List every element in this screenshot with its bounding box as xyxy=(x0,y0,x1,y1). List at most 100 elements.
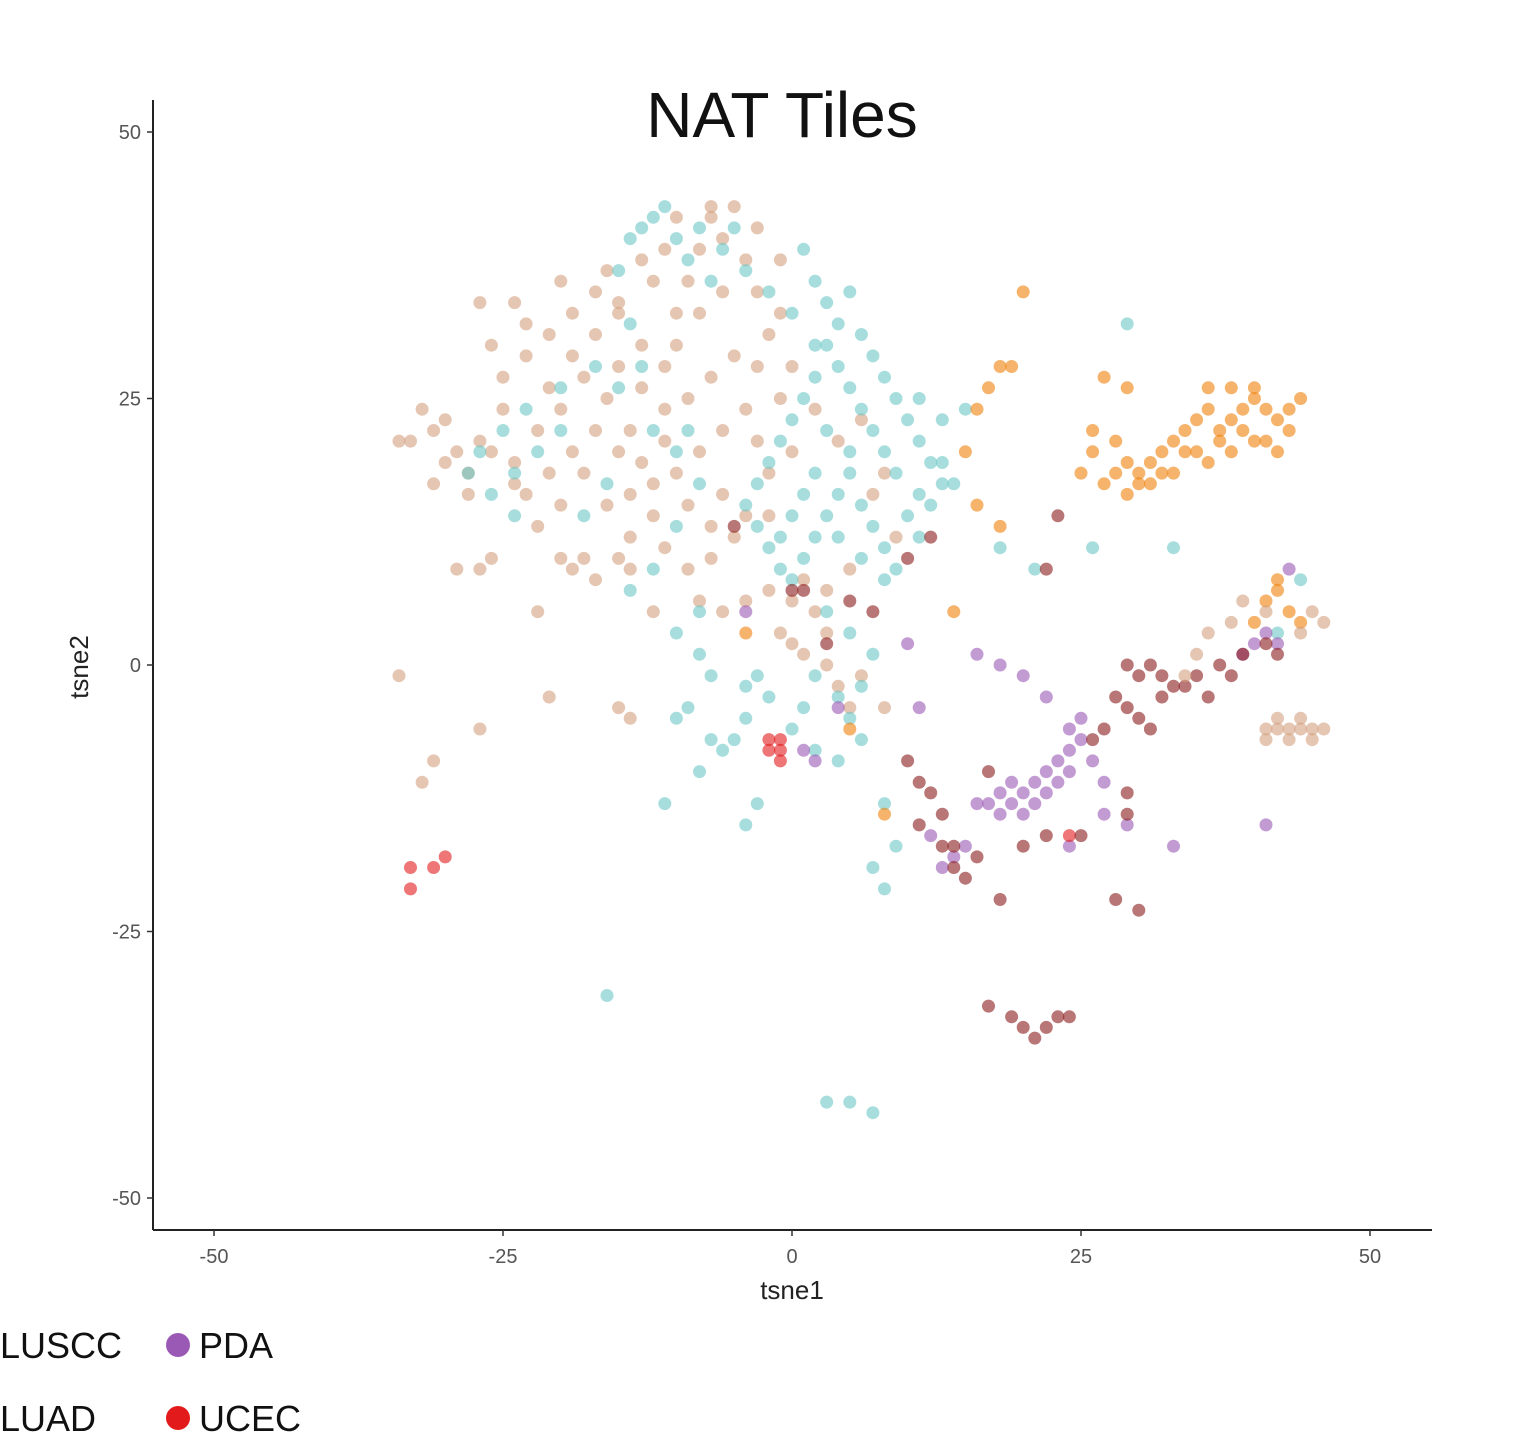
point-pda-28 xyxy=(1062,722,1076,736)
point-lusc-114 xyxy=(750,221,764,235)
point-lusc-135 xyxy=(820,583,834,597)
point-lusc-59 xyxy=(461,487,475,501)
point-other-32 xyxy=(1236,424,1250,437)
point-lusc-19 xyxy=(646,477,660,491)
point-luad-132 xyxy=(762,285,776,299)
point-lusc-80 xyxy=(785,637,799,651)
point-other-11 xyxy=(1236,402,1250,416)
point-ucec-alt-53 xyxy=(947,839,961,853)
point-ucec-6 xyxy=(404,882,417,896)
point-other-34 xyxy=(1282,402,1296,416)
point-luad-2 xyxy=(635,221,649,235)
point-lusc-52 xyxy=(623,530,637,544)
point-lusc-90 xyxy=(473,562,487,576)
point-pda-13 xyxy=(1051,775,1065,789)
point-other-50 xyxy=(1259,594,1273,608)
point-other-53 xyxy=(1294,615,1308,629)
point-lusc-121 xyxy=(565,445,579,459)
point-ucec-alt-17 xyxy=(1178,679,1192,693)
point-other-9 xyxy=(1213,424,1227,437)
point-ucec-alt-13 xyxy=(1097,722,1111,736)
point-ucec-alt-33 xyxy=(1051,1010,1065,1024)
point-luad-125 xyxy=(1294,573,1308,587)
point-lusc-38 xyxy=(542,328,556,341)
point-luad-67 xyxy=(866,647,880,661)
point-lusc-99 xyxy=(473,722,487,736)
point-other-17 xyxy=(1247,434,1261,448)
point-luad-14 xyxy=(843,285,857,299)
point-other-3 xyxy=(1143,456,1157,469)
point-lusc-20 xyxy=(658,402,672,416)
point-luad-137 xyxy=(912,392,926,405)
point-luad-3 xyxy=(646,210,660,224)
point-ucec-2-12 xyxy=(1305,605,1319,619)
point-luad-102 xyxy=(646,424,660,437)
point-lusc-25 xyxy=(716,232,730,246)
point-luad-47 xyxy=(854,498,868,512)
point-lusc-117 xyxy=(612,296,626,310)
point-luad-65 xyxy=(820,605,834,619)
point-lusc-75 xyxy=(762,583,776,597)
point-lusc-139 xyxy=(623,487,637,501)
point-luad-8 xyxy=(704,274,718,288)
point-luad-16 xyxy=(866,349,880,363)
point-ucec-alt-51 xyxy=(1120,807,1134,821)
point-luad-61 xyxy=(773,530,787,544)
point-lusc-130 xyxy=(762,509,776,523)
point-luad-52 xyxy=(912,530,926,544)
point-luad-86 xyxy=(866,1106,880,1120)
point-ucec-alt-9 xyxy=(1271,647,1284,661)
point-lusc-118 xyxy=(519,317,533,331)
point-ucec-alt-19 xyxy=(1224,669,1238,683)
point-pda-32 xyxy=(1167,839,1180,853)
point-lusc-67 xyxy=(750,434,764,448)
point-luad-77 xyxy=(704,733,718,747)
point-lusc-24 xyxy=(704,210,718,224)
point-other-51 xyxy=(1271,583,1284,597)
point-lusc-113 xyxy=(704,200,718,214)
point-lusc-43 xyxy=(554,274,568,288)
point-other-2 xyxy=(1132,466,1146,480)
data-points xyxy=(392,200,1331,1120)
point-luad-63 xyxy=(854,551,868,565)
point-luad-82 xyxy=(739,818,753,832)
point-luad-93 xyxy=(496,424,510,437)
point-luad-44 xyxy=(820,509,834,523)
point-lusc-73 xyxy=(716,605,730,619)
point-lusc-5 xyxy=(473,434,487,448)
point-luad-59 xyxy=(797,487,811,501)
point-other-33 xyxy=(1259,434,1273,448)
point-ucec-alt-50 xyxy=(1074,829,1088,843)
point-lusc-92 xyxy=(589,573,602,587)
point-ucec-alt-29 xyxy=(993,893,1007,906)
point-lusc-94 xyxy=(612,551,626,565)
point-luad-41 xyxy=(785,573,799,587)
point-other-14 xyxy=(1271,413,1284,427)
point-lusc-124 xyxy=(635,381,649,395)
point-lusc-103 xyxy=(646,605,660,619)
point-ucec-2-9 xyxy=(1271,711,1284,725)
point-luad-131 xyxy=(600,477,614,491)
point-ucec-9 xyxy=(1062,829,1076,843)
point-luad-60 xyxy=(785,509,799,523)
point-ucec-0 xyxy=(762,743,776,757)
point-lusc-36 xyxy=(589,285,602,299)
point-pda-35 xyxy=(1259,626,1273,640)
point-luad-0 xyxy=(612,264,626,278)
point-pda-21 xyxy=(935,861,949,874)
point-lusc-131 xyxy=(785,445,799,459)
point-pda-4 xyxy=(1016,786,1030,800)
point-luad-91 xyxy=(461,466,475,480)
point-pda-25 xyxy=(993,658,1007,672)
point-other-31 xyxy=(1213,434,1227,448)
point-other-13 xyxy=(1259,402,1273,416)
point-lusc-46 xyxy=(693,306,706,320)
point-lusc-13 xyxy=(577,370,591,384)
point-ucec-8 xyxy=(438,850,452,864)
point-lusc-40 xyxy=(496,370,510,384)
point-ucec-7 xyxy=(427,861,441,874)
point-lusc-110 xyxy=(831,434,845,448)
point-luad-29 xyxy=(831,360,845,373)
point-other-5 xyxy=(1167,434,1180,448)
point-other-20 xyxy=(1178,445,1192,459)
